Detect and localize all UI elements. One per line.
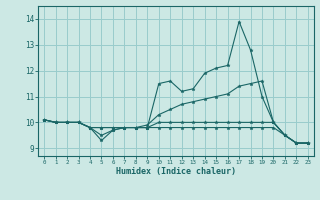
- X-axis label: Humidex (Indice chaleur): Humidex (Indice chaleur): [116, 167, 236, 176]
